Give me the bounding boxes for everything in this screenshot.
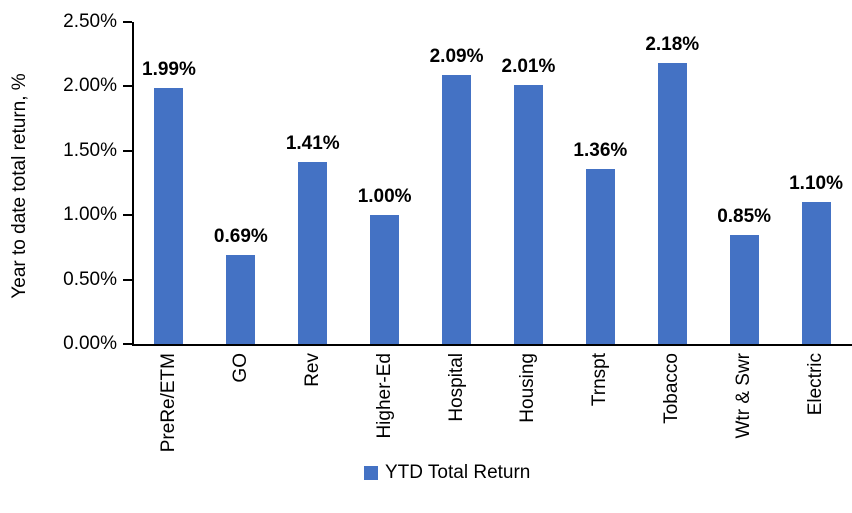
- bar-Higher-Ed: [370, 215, 400, 344]
- y-tick-mark: [123, 214, 132, 217]
- bar-Tobacco: [657, 63, 687, 344]
- bar-value-label: 0.69%: [213, 226, 268, 248]
- bar-value-label: 2.01%: [501, 56, 556, 78]
- x-category-label: GO: [229, 353, 251, 383]
- y-tick-mark: [123, 278, 132, 281]
- bar-Electric: [801, 202, 831, 344]
- x-category-label: Wtr & Swr: [733, 353, 755, 439]
- y-axis-line: [132, 22, 134, 346]
- y-tick-label: 2.00%: [63, 75, 117, 97]
- legend: YTD Total Return: [364, 462, 530, 484]
- bar-value-label: 1.41%: [285, 133, 340, 155]
- y-tick-mark: [123, 149, 132, 152]
- bar-Housing: [513, 85, 543, 344]
- bar-value-label: 1.99%: [142, 58, 196, 80]
- legend-label: YTD Total Return: [385, 462, 531, 483]
- y-tick-label: 1.00%: [63, 204, 117, 226]
- legend-swatch-icon: [364, 466, 378, 480]
- bar-Trnspt: [585, 168, 615, 344]
- y-tick-label: 0.00%: [63, 333, 117, 354]
- x-category-label: Trnspt: [589, 353, 611, 407]
- y-tick-label: 2.50%: [63, 11, 117, 32]
- y-tick-label: 1.50%: [63, 139, 117, 161]
- bar-value-label: 2.18%: [645, 34, 700, 56]
- x-category-label: Hospital: [445, 353, 467, 422]
- y-tick-mark: [123, 85, 132, 88]
- bar-Rev: [298, 162, 328, 344]
- x-category-label: Tobacco: [661, 353, 683, 424]
- y-axis-title: Year to date total return, %: [9, 73, 30, 299]
- x-category-label: Rev: [301, 353, 323, 387]
- bar-value-label: 0.85%: [717, 205, 772, 227]
- x-category-label: PreRe/ETM: [157, 353, 179, 453]
- bar-Wtr & Swr: [729, 234, 759, 344]
- y-tick-mark: [123, 21, 132, 23]
- y-tick-label: 0.50%: [63, 268, 117, 290]
- y-tick-mark: [123, 343, 132, 345]
- bar-value-label: 1.00%: [357, 186, 412, 208]
- bar-PreRe/ETM: [154, 87, 184, 344]
- bar-value-label: 1.10%: [789, 173, 843, 195]
- x-axis-line: [132, 344, 852, 346]
- bar-value-label: 2.09%: [429, 45, 484, 67]
- x-category-label: Housing: [517, 353, 539, 423]
- bar-value-label: 1.36%: [573, 139, 628, 161]
- bar-Hospital: [442, 74, 472, 344]
- bar-GO: [226, 255, 256, 344]
- x-category-label: Higher-Ed: [373, 353, 395, 439]
- x-category-label: Electric: [805, 353, 827, 416]
